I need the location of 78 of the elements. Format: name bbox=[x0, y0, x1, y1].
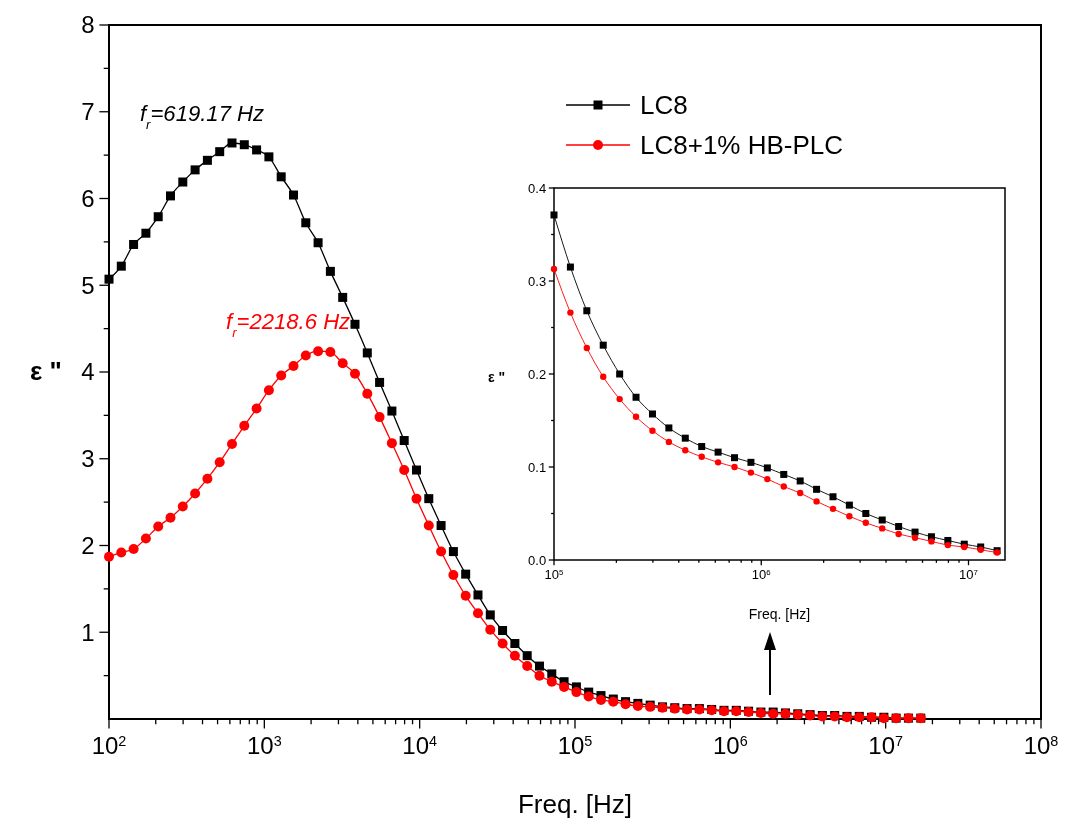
x-tick-label: 10$^{8}$ bbox=[1023, 731, 1059, 759]
point bbox=[665, 424, 673, 432]
point bbox=[829, 505, 837, 513]
point bbox=[763, 464, 771, 472]
point bbox=[813, 498, 820, 505]
point bbox=[780, 470, 788, 478]
x-tick-label: 10$^{6}$ bbox=[751, 566, 771, 582]
y-tick-label: 0.2 bbox=[528, 366, 547, 382]
point bbox=[862, 519, 870, 526]
point bbox=[616, 395, 623, 403]
point bbox=[879, 525, 886, 532]
y-tick-label: 1 bbox=[81, 618, 95, 646]
point bbox=[862, 510, 870, 517]
point bbox=[616, 370, 624, 378]
point bbox=[566, 263, 574, 271]
point bbox=[665, 438, 673, 446]
point bbox=[698, 443, 706, 451]
x-tick-label: 10$^{2}$ bbox=[91, 731, 127, 759]
point bbox=[747, 458, 755, 466]
point bbox=[764, 475, 771, 483]
point bbox=[895, 530, 902, 538]
point bbox=[632, 413, 640, 420]
x-axis-title: Freq. [Hz] bbox=[517, 789, 633, 819]
x-tick-label: 10$^{4}$ bbox=[402, 731, 438, 759]
point bbox=[599, 341, 607, 349]
point bbox=[567, 309, 574, 316]
point bbox=[583, 344, 591, 352]
point bbox=[944, 541, 952, 549]
point bbox=[714, 448, 722, 456]
point bbox=[895, 523, 903, 531]
point bbox=[928, 538, 935, 545]
x-axis-title: Freq. [Hz] bbox=[748, 606, 811, 622]
point bbox=[878, 516, 886, 524]
point bbox=[846, 513, 853, 520]
y-tick-label: 6 bbox=[81, 184, 95, 212]
y-tick-label: 8 bbox=[81, 11, 95, 39]
x-tick-label: 10$^{5}$ bbox=[544, 566, 565, 582]
point bbox=[731, 463, 738, 471]
point bbox=[600, 373, 607, 380]
point bbox=[780, 483, 787, 490]
point bbox=[731, 454, 739, 462]
annotation: f$_{r}$=619.17 Hz bbox=[139, 100, 265, 132]
x-tick-label: 10$^{3}$ bbox=[246, 731, 282, 759]
x-tick-label: 10$^{7}$ bbox=[868, 731, 904, 759]
point bbox=[649, 427, 656, 434]
point bbox=[911, 534, 919, 541]
point bbox=[698, 453, 705, 460]
y-tick-label: 4 bbox=[81, 358, 95, 386]
y-tick-label: 0.1 bbox=[528, 459, 547, 475]
point bbox=[845, 501, 853, 509]
point bbox=[747, 469, 755, 476]
annotation: f$_{r}$=2218.6 Hz bbox=[226, 309, 351, 340]
point bbox=[813, 485, 821, 493]
point bbox=[681, 434, 689, 442]
point bbox=[583, 307, 591, 315]
point bbox=[550, 211, 558, 219]
y-axis-title: ε " bbox=[30, 356, 62, 386]
y-axis-title: ε " bbox=[488, 369, 506, 385]
y-tick-label: 2 bbox=[81, 531, 95, 559]
y-tick-label: 3 bbox=[81, 445, 95, 473]
point bbox=[829, 493, 837, 501]
y-tick-label: 7 bbox=[81, 98, 95, 126]
y-tick-label: 0.4 bbox=[528, 180, 547, 196]
y-tick-label: 5 bbox=[81, 271, 95, 299]
y-tick-label: 0.3 bbox=[528, 273, 547, 289]
point bbox=[714, 459, 722, 466]
point bbox=[550, 265, 558, 273]
legend-label: LC8 bbox=[640, 90, 688, 120]
x-tick-label: 10$^{7}$ bbox=[959, 566, 978, 582]
point bbox=[632, 393, 640, 401]
point bbox=[796, 477, 804, 485]
point bbox=[796, 489, 804, 497]
legend-label: LC8+1% HB-PLC bbox=[640, 130, 844, 160]
y-tick-label: 0.0 bbox=[528, 552, 547, 568]
x-tick-label: 10$^{5}$ bbox=[557, 731, 593, 759]
point bbox=[682, 447, 689, 454]
point bbox=[648, 410, 656, 418]
x-tick-label: 10$^{6}$ bbox=[712, 731, 748, 759]
